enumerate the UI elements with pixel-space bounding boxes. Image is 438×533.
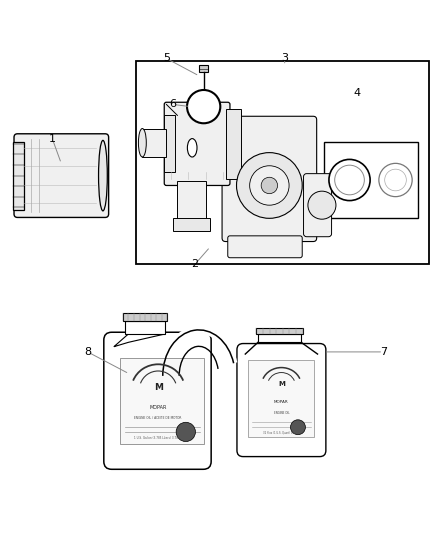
Bar (125, 321, 165, 334)
Bar (256, 328, 303, 334)
Circle shape (335, 165, 364, 195)
Circle shape (329, 159, 370, 200)
Text: M: M (154, 383, 162, 392)
Circle shape (379, 163, 412, 197)
FancyBboxPatch shape (14, 134, 109, 217)
Bar (258, 334, 300, 342)
Ellipse shape (138, 128, 146, 157)
PathPatch shape (114, 325, 165, 346)
Bar (177, 181, 206, 221)
Circle shape (385, 169, 406, 191)
Circle shape (308, 191, 336, 219)
Text: 2: 2 (191, 260, 198, 269)
Bar (199, 66, 208, 71)
Text: M: M (278, 381, 285, 387)
Bar (248, 360, 314, 437)
Text: 1 U.S. Gallon (3.785 Liters) 3.785 L: 1 U.S. Gallon (3.785 Liters) 3.785 L (134, 436, 182, 440)
FancyBboxPatch shape (104, 332, 211, 469)
Text: 1: 1 (49, 134, 56, 144)
Circle shape (261, 177, 278, 193)
FancyBboxPatch shape (237, 344, 326, 457)
Bar (226, 109, 241, 179)
Text: 7: 7 (380, 347, 387, 357)
Text: 32 fl oz (1 U.S. Quart) 946 mL: 32 fl oz (1 U.S. Quart) 946 mL (263, 431, 300, 435)
Circle shape (250, 166, 289, 205)
Bar (123, 313, 167, 321)
FancyBboxPatch shape (222, 116, 317, 241)
Text: 8: 8 (84, 347, 91, 357)
Bar (164, 115, 175, 172)
FancyBboxPatch shape (304, 174, 332, 237)
Ellipse shape (99, 140, 107, 211)
Bar (136, 61, 429, 264)
Text: 5: 5 (163, 53, 170, 63)
Text: 4: 4 (353, 88, 360, 99)
Ellipse shape (187, 139, 197, 157)
Bar (324, 142, 418, 219)
Circle shape (176, 422, 195, 441)
Text: ENGINE OIL: ENGINE OIL (274, 410, 289, 415)
Bar (13, 142, 24, 209)
Bar (173, 219, 210, 231)
Circle shape (290, 420, 305, 435)
Text: ENGINE OIL / ACEITE DE MOTOR: ENGINE OIL / ACEITE DE MOTOR (134, 416, 182, 420)
Circle shape (237, 152, 302, 219)
Circle shape (187, 90, 220, 123)
Text: MOPAR: MOPAR (274, 400, 289, 405)
FancyBboxPatch shape (228, 236, 302, 258)
Text: 3: 3 (281, 53, 288, 63)
Bar (120, 358, 204, 444)
Text: MOPAR: MOPAR (149, 406, 167, 410)
Bar (142, 128, 166, 157)
FancyBboxPatch shape (164, 102, 230, 185)
Text: 6: 6 (170, 100, 177, 109)
